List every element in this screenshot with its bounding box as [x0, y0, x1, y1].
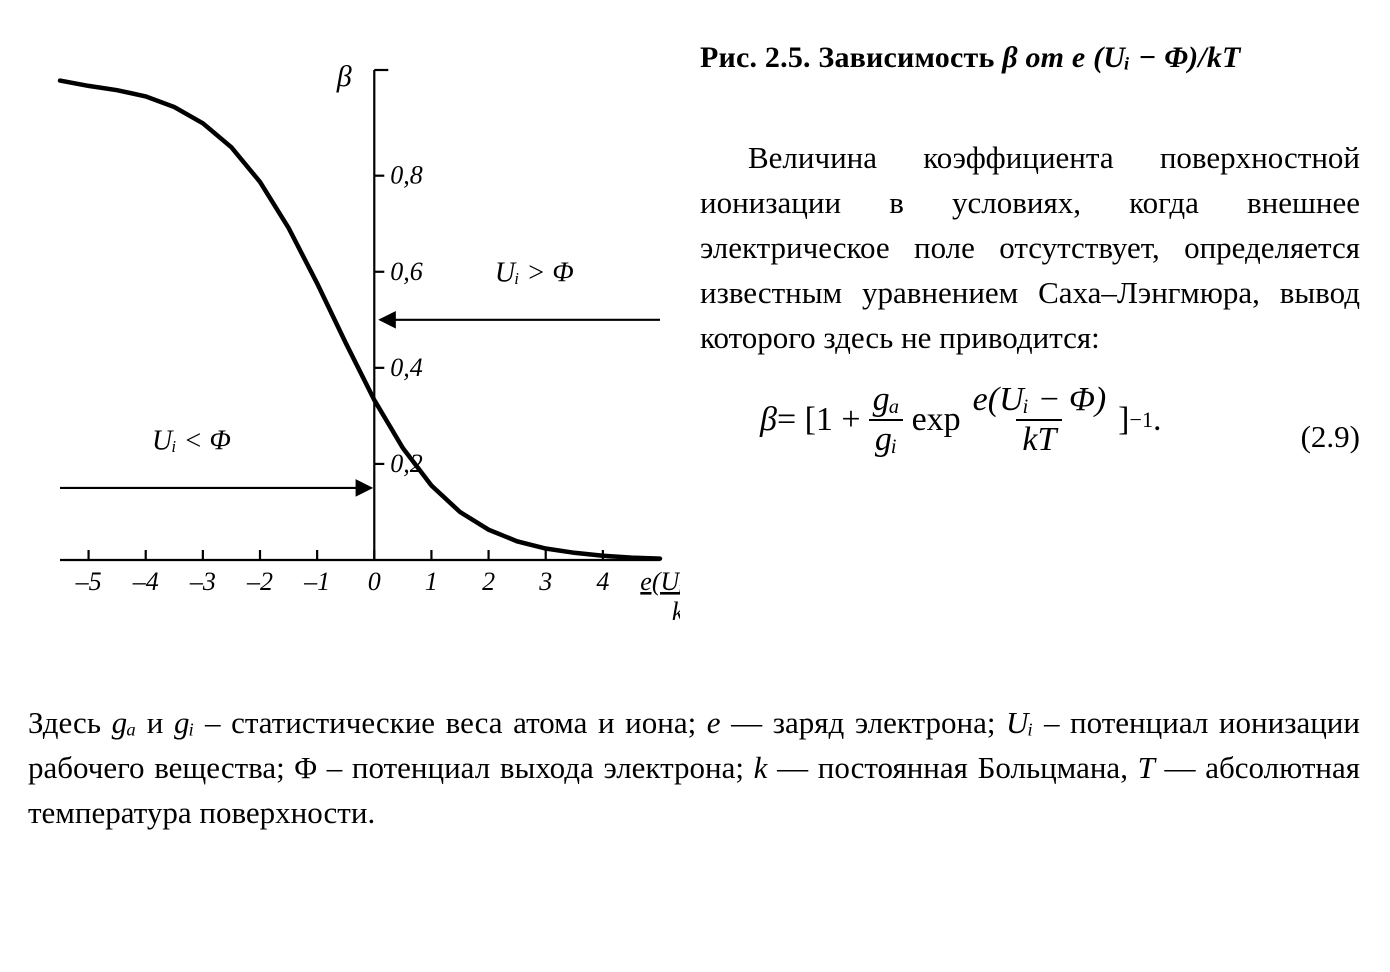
text-column: Рис. 2.5. Зависимость β от e (Uᵢ − Φ)/kT… [680, 40, 1370, 459]
sigmoid-chart: –5–4–3–2–1012340,20,40,60,8βe(Uᵢ−Φ)kTUᵢ … [20, 40, 680, 660]
eq-exp: exp [912, 401, 961, 439]
eq-power: −1 [1129, 407, 1153, 433]
svg-text:0,6: 0,6 [390, 257, 423, 286]
svg-text:2: 2 [482, 567, 495, 596]
eq-lhs: β [760, 401, 777, 439]
svg-text:4: 4 [596, 567, 609, 596]
eq-frac-energy-num: e(Uᵢ − Φ) [967, 381, 1113, 419]
svg-text:1: 1 [425, 567, 438, 596]
ft1: Здесь [28, 705, 112, 740]
equation-number: (2.9) [1301, 419, 1360, 459]
svg-text:Uᵢ < Φ: Uᵢ < Φ [152, 426, 231, 457]
page: –5–4–3–2–1012340,20,40,60,8βe(Uᵢ−Φ)kTUᵢ … [0, 0, 1390, 972]
svg-text:0: 0 [368, 567, 381, 596]
top-row: –5–4–3–2–1012340,20,40,60,8βe(Uᵢ−Φ)kTUᵢ … [20, 40, 1370, 665]
svg-text:Uᵢ > Φ: Uᵢ > Φ [495, 257, 574, 288]
f-gi: gᵢ [174, 705, 194, 740]
svg-text:0,8: 0,8 [390, 161, 423, 190]
caption-formula: β от e (Uᵢ − Φ)/kT [1002, 41, 1240, 74]
ft2: и [136, 705, 174, 740]
eq-frac-g: gₐ gᵢ [867, 381, 906, 459]
svg-text:–5: –5 [75, 567, 102, 596]
f-k: k [754, 750, 768, 785]
svg-text:–1: –1 [303, 567, 330, 596]
eq-frac-energy: e(Uᵢ − Φ) kT [967, 381, 1113, 459]
equation-block: β = [1 + gₐ gᵢ exp e(Uᵢ − Φ) kT ]−1 . (2… [700, 381, 1360, 459]
svg-text:3: 3 [538, 567, 552, 596]
f-Ui: Uᵢ [1006, 705, 1033, 740]
eq-frac-g-den: gᵢ [869, 419, 903, 459]
svg-text:0,4: 0,4 [390, 353, 423, 382]
intro-paragraph: Величина коэффициента поверхностной иони… [700, 136, 1360, 361]
figure-caption: Рис. 2.5. Зависимость β от e (Uᵢ − Φ)/kT [700, 40, 1360, 76]
ft3: – статистические веса атома и иона; [194, 705, 706, 740]
f-e: e [707, 705, 721, 740]
eq-dot: . [1153, 401, 1162, 439]
chart-column: –5–4–3–2–1012340,20,40,60,8βe(Uᵢ−Φ)kTUᵢ … [20, 40, 680, 665]
f-T: T [1138, 750, 1155, 785]
svg-text:–2: –2 [246, 567, 273, 596]
caption-prefix: Рис. 2.5. Зависимость [700, 41, 1002, 74]
svg-text:–3: –3 [189, 567, 216, 596]
svg-text:–4: –4 [132, 567, 159, 596]
eq-frac-g-num: gₐ [867, 381, 906, 419]
symbol-legend: Здесь gₐ и gᵢ – статистические веса атом… [20, 701, 1370, 836]
saha-langmuir-equation: β = [1 + gₐ gᵢ exp e(Uᵢ − Φ) kT ]−1 . [760, 381, 1162, 459]
eq-frac-energy-den: kT [1016, 419, 1062, 459]
svg-text:e(Uᵢ−Φ): e(Uᵢ−Φ) [640, 567, 680, 596]
eq-tail: ] [1118, 401, 1129, 439]
svg-text:β: β [336, 60, 352, 93]
ft6: — постоянная Больцмана, [767, 750, 1137, 785]
f-ga: gₐ [112, 705, 137, 740]
ft4: — заряд электрона; [721, 705, 1006, 740]
eq-equals: = [1 + [777, 401, 861, 439]
svg-text:kT: kT [672, 597, 680, 626]
